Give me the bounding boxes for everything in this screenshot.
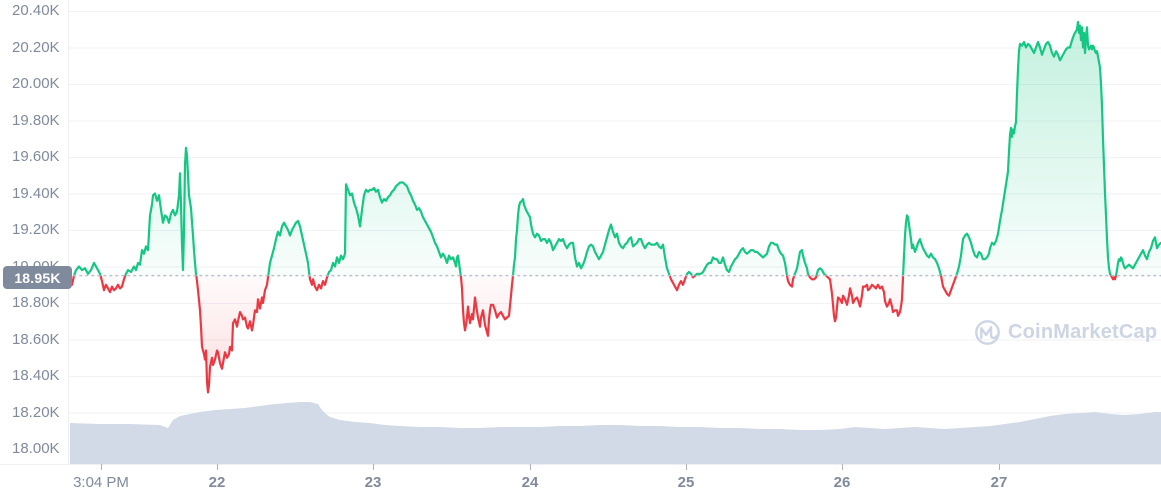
price-line-down [68, 275, 1118, 394]
y-axis-label: 19.60K [12, 148, 60, 165]
y-axis-label: 18.00K [12, 440, 60, 457]
y-axis-label: 18.20K [12, 403, 60, 421]
x-axis-label: 23 [364, 474, 382, 491]
y-axis-label: 19.80K [12, 111, 60, 129]
x-axis-label: 26 [833, 474, 851, 491]
y-axis-label: 19.40K [12, 184, 60, 202]
x-axis-label: 25 [677, 474, 695, 491]
y-axis-label: 20.20K [12, 38, 60, 56]
price-line-up [72, 20, 1161, 276]
coinmarketcap-logo-icon [975, 320, 1000, 345]
current-price-badge: 18.95K [3, 266, 72, 290]
y-axis-label: 20.00K [12, 75, 60, 92]
volume-area [70, 402, 1161, 464]
y-axis-label: 18.80K [12, 294, 60, 311]
watermark: CoinMarketCap [974, 319, 1157, 346]
x-axis-label: 3:04 PM [73, 474, 129, 491]
x-axis-label: 27 [990, 474, 1008, 491]
x-axis-label: 24 [521, 474, 539, 491]
y-axis-label: 20.40K [12, 2, 60, 19]
watermark-text: CoinMarketCap [1008, 321, 1158, 343]
x-axis-ticks [101, 464, 1000, 470]
x-axis-label: 22 [208, 474, 226, 491]
y-axis-label: 19.20K [12, 221, 60, 238]
gridlines [68, 11, 1161, 450]
y-axis-label: 18.40K [12, 367, 60, 384]
price-area-up [70, 22, 1161, 276]
y-axis-label: 18.60K [12, 330, 60, 348]
